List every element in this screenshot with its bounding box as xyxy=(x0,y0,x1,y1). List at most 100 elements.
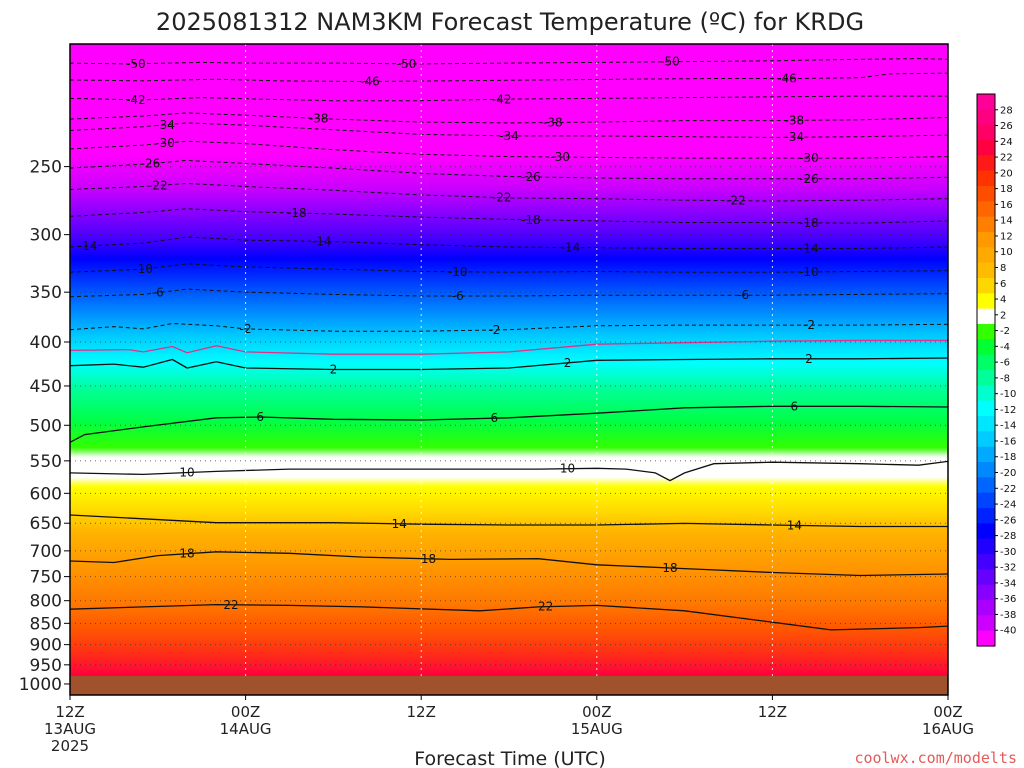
colorbar-tick-label: 22 xyxy=(1000,153,1013,164)
colorbar-tick-label: -32 xyxy=(1000,563,1016,574)
isotherm-label: -18 xyxy=(287,206,307,220)
time-tick-label: 12Z xyxy=(55,703,84,721)
ground-surface xyxy=(70,676,948,695)
colorbar-swatch xyxy=(977,155,995,172)
isotherm-label: -26 xyxy=(521,170,541,184)
isotherm-line xyxy=(70,514,948,528)
pressure-tick-label: 300 xyxy=(30,226,62,246)
pressure-tick-label: 800 xyxy=(30,592,62,612)
pressure-tick-label: 500 xyxy=(30,416,62,436)
colorbar-swatch xyxy=(977,523,995,540)
colorbar-tick-label: -38 xyxy=(1000,610,1016,621)
colorbar-tick-label: -14 xyxy=(1000,421,1016,432)
colorbar-tick-label: -10 xyxy=(1000,389,1016,400)
colorbar-swatch xyxy=(977,324,995,340)
isotherm-label: -2 xyxy=(488,323,500,337)
colorbar-tick-label: 16 xyxy=(1000,200,1013,211)
colorbar-swatch xyxy=(977,232,995,248)
colorbar-swatch xyxy=(977,370,995,386)
pressure-tick-label: 400 xyxy=(30,333,62,353)
isotherm-label: -26 xyxy=(141,157,161,171)
colorbar-frame xyxy=(976,93,996,647)
isotherm-line xyxy=(70,140,948,159)
colorbar-swatch xyxy=(977,186,995,202)
isotherm-label: 6 xyxy=(491,411,499,425)
colorbar-tick-label: 10 xyxy=(1000,247,1013,258)
colorbar-tick-label: -8 xyxy=(1000,373,1010,384)
colorbar-swatch xyxy=(977,247,995,264)
time-tick-label: 2025 xyxy=(51,737,89,755)
isotherm-label: -26 xyxy=(799,172,819,186)
isotherm-label: 14 xyxy=(392,517,407,531)
colorbar-swatch xyxy=(977,278,995,294)
isotherm-line xyxy=(70,263,948,273)
colorbar-swatch xyxy=(977,400,995,417)
colorbar-tick-label: -34 xyxy=(1000,578,1016,589)
colorbar-tick-label: -40 xyxy=(1000,626,1016,637)
isotherm-label: -38 xyxy=(785,113,805,127)
colorbar-swatch xyxy=(977,262,995,279)
isotherm-label: -34 xyxy=(155,118,175,132)
isotherm-label: -46 xyxy=(360,74,380,88)
colorbar-swatch xyxy=(977,170,995,187)
isotherm-label: 18 xyxy=(179,547,194,561)
colorbar-tick-label: -2 xyxy=(1000,326,1010,337)
grid-lines xyxy=(70,44,948,695)
isotherm-line xyxy=(70,460,948,482)
colorbar-tick-label: -36 xyxy=(1000,594,1016,605)
colorbar-swatch xyxy=(977,385,995,402)
credit-link[interactable]: coolwx.com/modelts xyxy=(854,749,1017,767)
isotherm-label: 6 xyxy=(256,410,264,424)
isotherm-label: -2 xyxy=(803,318,815,332)
pressure-tick-label: 900 xyxy=(30,636,62,656)
colorbar-swatch xyxy=(977,124,995,141)
colorbar-swatch xyxy=(977,354,995,371)
colorbar-swatch xyxy=(977,94,995,110)
time-tick-label: 16AUG xyxy=(922,720,974,738)
isotherm-label: -50 xyxy=(397,57,417,71)
isotherm-label: 10 xyxy=(179,466,194,480)
isotherm-label: 14 xyxy=(787,518,802,532)
colorbar-swatch xyxy=(977,508,995,524)
isotherm-line xyxy=(70,182,948,202)
pressure-tick-label: 250 xyxy=(30,158,62,178)
isotherm-label: -6 xyxy=(152,286,164,300)
x-axis-label: Forecast Time (UTC) xyxy=(414,748,605,768)
pressure-tick-label: 1000 xyxy=(19,675,62,695)
colorbar-tick-label: 26 xyxy=(1000,121,1013,132)
isotherm-contours: -50 -50 -50 -46 -46 -42 -42 -38 -38 -38 -34 -34 -34 -… xyxy=(70,55,948,631)
colorbar-tick-label: 20 xyxy=(1000,168,1013,179)
colorbar-tick-label: -28 xyxy=(1000,531,1016,542)
colorbar-swatch xyxy=(977,339,995,356)
colorbar-swatch xyxy=(977,477,995,494)
pressure-tick-label: 850 xyxy=(30,614,62,634)
isotherm-label: 6 xyxy=(791,399,799,413)
colorbar-swatch xyxy=(977,216,995,233)
pressure-tick-label: 450 xyxy=(30,377,62,397)
isotherm-label: -18 xyxy=(521,213,541,227)
pressure-tick-label: 700 xyxy=(30,542,62,562)
isotherm-line xyxy=(70,95,948,102)
colorbar-swatch xyxy=(977,554,995,570)
colorbar-tick-label: -16 xyxy=(1000,436,1016,447)
isotherm-label: 10 xyxy=(560,462,575,476)
isotherm-label: -38 xyxy=(309,111,329,125)
colorbar-tick-label: -30 xyxy=(1000,547,1016,558)
time-tick-label: 00Z xyxy=(933,703,962,721)
colorbar-swatch xyxy=(977,630,995,647)
isotherm-label: -30 xyxy=(799,151,819,165)
colorbar-tick-label: -24 xyxy=(1000,500,1016,511)
isotherm-line xyxy=(70,357,948,371)
colorbar-swatch xyxy=(977,462,995,478)
pressure-tick-label: 350 xyxy=(30,283,62,303)
colorbar-tick-label: 12 xyxy=(1000,231,1013,242)
colorbar-swatch xyxy=(977,569,995,586)
isotherm-line xyxy=(70,208,948,224)
isotherm-label: -10 xyxy=(799,265,819,279)
isotherm-label: -22 xyxy=(726,194,746,208)
colorbar-tick-label: -4 xyxy=(1000,342,1010,353)
colorbar-tick-label: 6 xyxy=(1000,279,1006,290)
isotherm-line xyxy=(70,288,948,298)
